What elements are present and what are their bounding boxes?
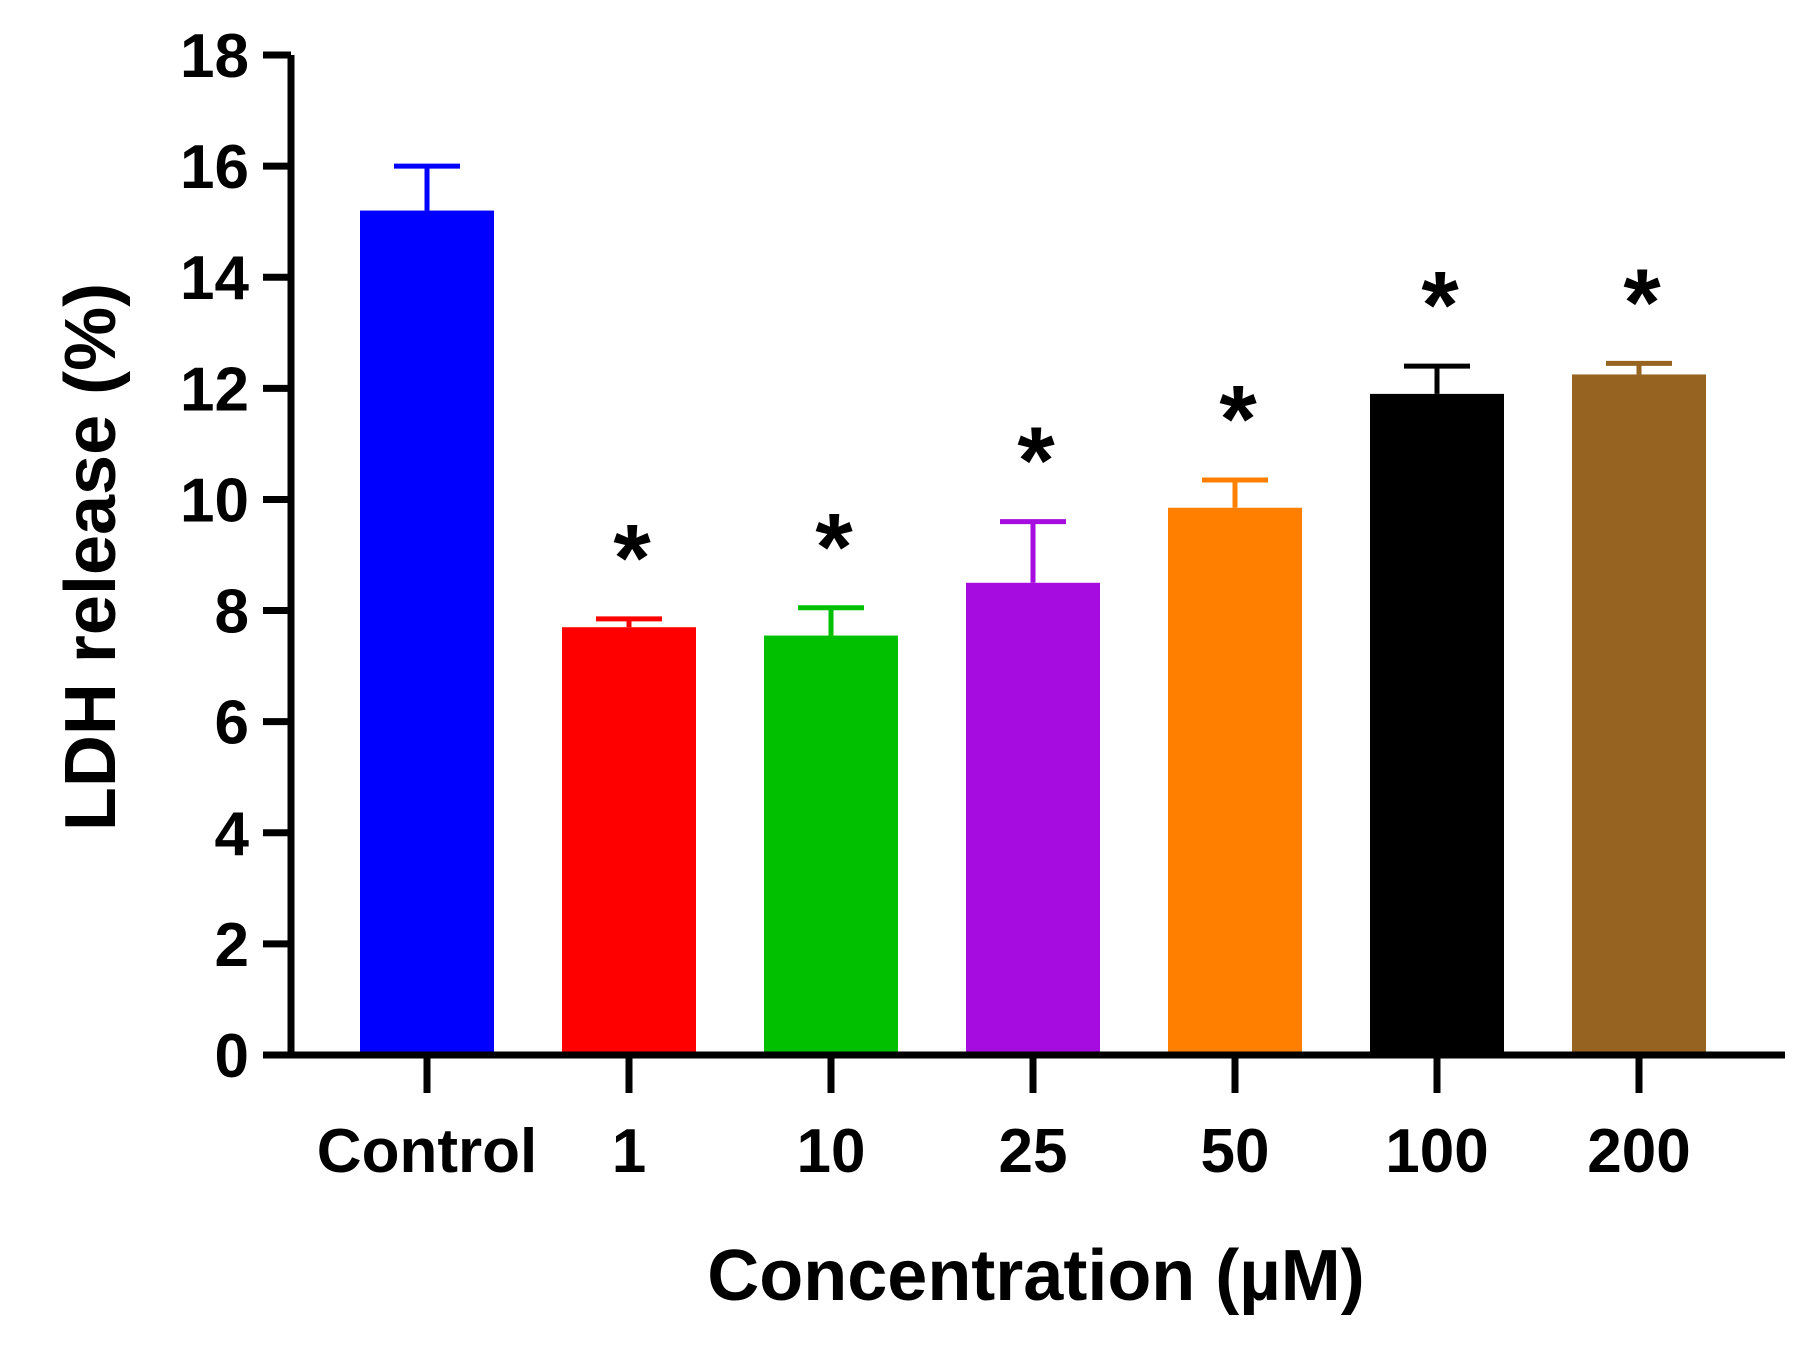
x-tick-label: 25 [999, 1117, 1068, 1186]
y-tick-label: 0 [215, 1022, 249, 1091]
error-bar [1404, 363, 1470, 394]
x-axis-title: Concentration (µM) [707, 1236, 1364, 1316]
y-tick-label: 14 [180, 244, 249, 313]
significance-star: * [1017, 408, 1055, 515]
error-bars-layer [394, 163, 1672, 636]
x-tick-label: 50 [1201, 1117, 1270, 1186]
y-tick-label: 6 [215, 689, 249, 758]
error-bar [394, 163, 460, 211]
y-axis-title: LDH release (%) [51, 283, 131, 831]
x-tick-label: 100 [1385, 1117, 1488, 1186]
significance-star: * [1219, 366, 1257, 473]
x-tick-label: 1 [612, 1117, 646, 1186]
y-tick-label: 8 [215, 578, 249, 647]
x-tick-label: Control [317, 1117, 537, 1186]
bars-layer [360, 210, 1706, 1056]
bar-1 [562, 627, 696, 1055]
y-ticks-layer: 0 2 4 6 8 10 12 14 16 18 [180, 22, 291, 1091]
error-bar [596, 616, 662, 628]
significance-star: * [1623, 249, 1661, 356]
x-tick-label: 10 [797, 1117, 866, 1186]
error-bar [1202, 477, 1268, 508]
error-bar [1000, 519, 1066, 583]
error-bar [1606, 360, 1672, 375]
bar-50 [1168, 507, 1302, 1055]
bar-10 [764, 635, 898, 1055]
y-tick-label: 18 [180, 22, 249, 91]
significance-star: * [1421, 252, 1459, 359]
significance-star: * [815, 494, 853, 601]
bar-200 [1572, 374, 1706, 1055]
bar-control [360, 210, 494, 1056]
x-ticks-layer: Control 1 10 25 50 100 200 [317, 1055, 1691, 1186]
significance-layer: * * * * * * [613, 249, 1661, 612]
bar-100 [1370, 393, 1504, 1055]
y-tick-label: 4 [215, 800, 250, 869]
y-tick-label: 2 [215, 911, 249, 980]
y-tick-label: 16 [180, 133, 249, 202]
y-tick-label: 10 [180, 466, 249, 535]
y-tick-label: 12 [180, 355, 249, 424]
bar-25 [966, 582, 1100, 1055]
x-tick-label: 200 [1587, 1117, 1690, 1186]
error-bar [798, 605, 864, 636]
significance-star: * [613, 505, 651, 612]
